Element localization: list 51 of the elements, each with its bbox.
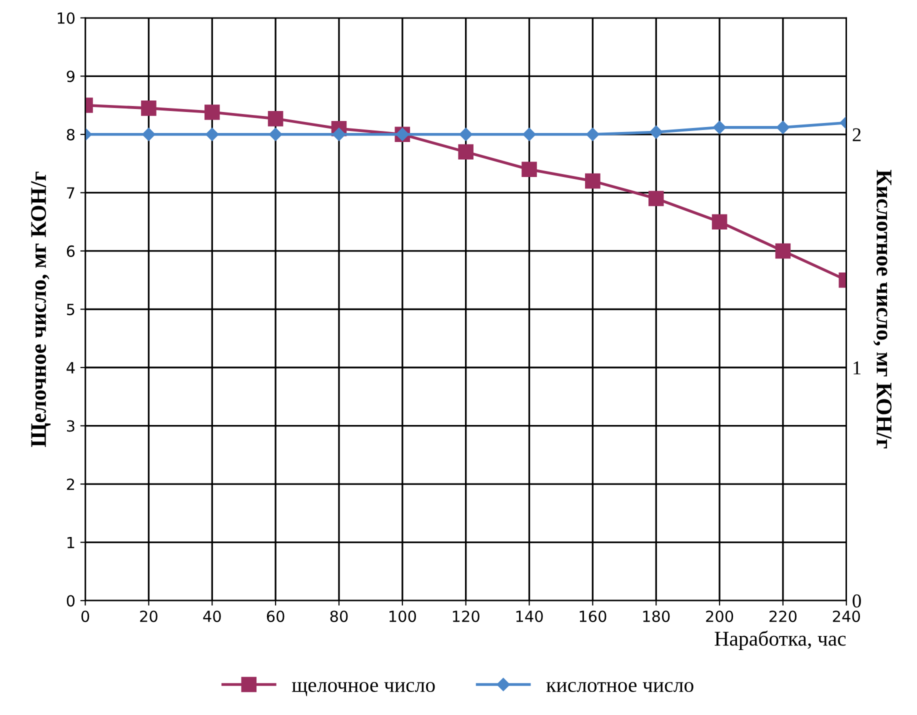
legend-label: кислотное число [546, 682, 694, 692]
point [459, 128, 472, 142]
y2-axis-title: Кислотное число, мг КОН/г [873, 170, 892, 448]
y-tick-label: 3 [67, 420, 74, 432]
y-tick-label: 7 [67, 187, 74, 198]
point [650, 126, 663, 139]
y-tick-label: 10 [58, 12, 75, 24]
x-tick-label: 100 [390, 610, 416, 622]
x-tick-label: 120 [452, 610, 480, 622]
point [775, 243, 791, 259]
y-tick-label: 8 [66, 128, 75, 140]
point [332, 128, 346, 142]
x-tick-label: 160 [580, 610, 606, 622]
point [268, 111, 284, 126]
point [776, 120, 790, 134]
point [206, 128, 219, 142]
y-tick-label: 4 [66, 362, 75, 374]
x-tick-label: 220 [770, 610, 797, 622]
y-tick-label: 0 [66, 595, 75, 607]
x-tick-label: 20 [140, 610, 158, 622]
point [522, 162, 537, 178]
y2-tick-label: 1 [854, 361, 860, 374]
point [141, 100, 156, 116]
y-tick-label: 1 [68, 536, 74, 548]
y-tick-label: 5 [67, 304, 74, 316]
point [204, 104, 220, 120]
x-tick-label: 60 [266, 610, 284, 622]
point [712, 214, 728, 230]
point [458, 144, 474, 160]
x-tick-label: 40 [203, 610, 221, 622]
x-tick-label: 240 [832, 610, 860, 622]
point [712, 120, 726, 134]
point [648, 190, 664, 206]
y-tick-label: 2 [66, 478, 74, 490]
point [586, 128, 600, 142]
y-axis-title: Щелочное число, мг КОН/г [31, 172, 51, 447]
x-axis-title: Наработка, час [714, 630, 846, 650]
point [522, 128, 536, 142]
x-tick-label: 0 [81, 610, 90, 622]
y-tick-label: 6 [66, 245, 75, 257]
point [268, 128, 282, 142]
point [142, 128, 156, 142]
y2-tick-label: 2 [852, 128, 861, 142]
x-tick-label: 80 [330, 610, 348, 622]
x-tick-label: 200 [706, 610, 734, 622]
x-tick-label: 140 [516, 610, 543, 622]
y-tick-label: 9 [66, 70, 74, 82]
point [585, 173, 600, 189]
legend-label: щелочное число [292, 682, 435, 696]
x-tick-label: 180 [643, 610, 670, 622]
y2-tick-label: 0 [852, 594, 861, 608]
